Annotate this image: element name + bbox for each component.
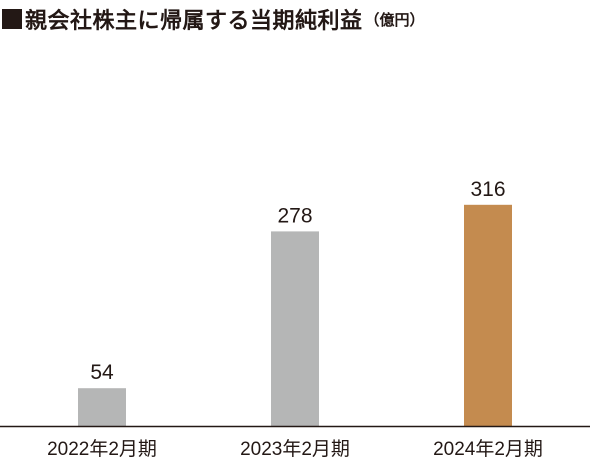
bar-1 <box>271 231 319 426</box>
bar-value-label-0: 54 <box>90 361 114 384</box>
title-square-icon <box>2 9 22 29</box>
chart-title-unit: （億円） <box>364 10 425 29</box>
chart-title: 親会社株主に帰属する当期純利益 （億円） <box>2 4 425 34</box>
bar-value-label-2: 316 <box>470 178 505 201</box>
category-label-2: 2024年2月期 <box>433 438 543 460</box>
category-label-0: 2022年2月期 <box>47 438 157 460</box>
category-label-1: 2023年2月期 <box>240 438 350 460</box>
chart-title-main: 親会社株主に帰属する当期純利益 <box>25 9 363 34</box>
bar-2 <box>464 204 512 426</box>
bar-value-label-1: 278 <box>277 204 312 227</box>
bar-0 <box>78 388 126 426</box>
